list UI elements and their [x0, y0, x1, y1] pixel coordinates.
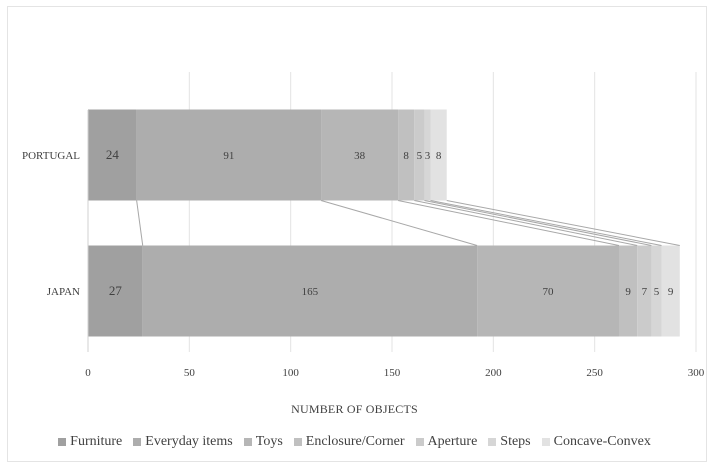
x-tick-label: 0	[85, 367, 91, 379]
y-tick-label: JAPAN	[47, 286, 80, 298]
x-tick-label: 50	[184, 367, 196, 379]
legend-label: Everyday items	[145, 434, 233, 449]
bar-segment	[88, 245, 143, 337]
series-line	[424, 200, 652, 246]
legend-label: Concave-Convex	[553, 434, 651, 449]
bar-segment	[618, 245, 638, 337]
bar-segment	[136, 109, 322, 201]
legend-label: Aperture	[427, 434, 478, 449]
bar-segment	[414, 109, 425, 201]
legend-item: Concave-Convex	[541, 434, 651, 450]
data-label: 8	[436, 150, 442, 162]
series-line	[320, 200, 478, 246]
x-tick-label: 200	[485, 367, 502, 379]
legend: Furniture Everyday items Toys Enclosure/Cor…	[0, 434, 709, 450]
bar-segment	[142, 245, 478, 337]
data-label: 91	[223, 150, 234, 162]
legend-swatch	[243, 438, 252, 446]
data-label: 7	[642, 286, 648, 298]
data-label: 24	[106, 147, 120, 162]
legend-label: Furniture	[70, 434, 123, 449]
series-line	[397, 200, 620, 246]
series-lines	[136, 200, 680, 246]
data-labels: 24 91 38 8 5 3 827 165 70 9 7 5 9	[106, 147, 674, 298]
legend-item: Enclosure/Corner	[293, 434, 405, 450]
legend-label: Toys	[255, 434, 283, 449]
legend-item: Toys	[243, 434, 283, 450]
legend-label: Enclosure/Corner	[305, 434, 405, 449]
legend-swatch	[293, 438, 302, 446]
data-label: 27	[109, 283, 123, 298]
data-label: 38	[354, 150, 366, 162]
bars	[88, 109, 680, 337]
data-label: 8	[403, 150, 409, 162]
data-label: 9	[625, 286, 631, 298]
series-line	[414, 200, 638, 246]
data-label: 9	[668, 286, 674, 298]
data-label: 5	[654, 286, 660, 298]
legend-item: Aperture	[415, 434, 478, 450]
bar-segment	[321, 109, 399, 201]
y-tick-label: PORTUGAL	[22, 150, 80, 162]
series-line	[446, 200, 680, 246]
data-label: 165	[302, 286, 319, 298]
legend-swatch	[58, 438, 67, 446]
legend-swatch	[488, 438, 497, 446]
data-label: 70	[543, 286, 555, 298]
axes: 0 50 100 150 200 250 300 PORTUGAL JAPAN	[22, 110, 705, 379]
legend-label: Steps	[500, 434, 531, 449]
data-label: 5	[417, 150, 423, 162]
series-line	[430, 200, 662, 246]
bar-segment	[637, 245, 652, 337]
x-tick-label: 100	[282, 367, 299, 379]
bar-segment	[651, 245, 662, 337]
legend-swatch	[541, 438, 550, 446]
legend-swatch	[415, 438, 424, 446]
bar-segment	[398, 109, 415, 201]
legend-item: Everyday items	[133, 434, 233, 450]
legend-item: Furniture	[58, 434, 122, 450]
x-tick-label: 150	[384, 367, 401, 379]
legend-swatch	[133, 438, 142, 446]
legend-item: Steps	[488, 434, 531, 450]
data-label: 3	[425, 150, 431, 162]
series-line	[136, 200, 144, 246]
chart-frame	[7, 6, 707, 462]
bar-segment	[477, 245, 619, 337]
bar-segment	[661, 245, 680, 337]
bar-segment	[88, 109, 137, 201]
x-axis-title: NUMBER OF OBJECTS	[291, 402, 418, 416]
bar-segment	[430, 109, 447, 201]
bar-segment	[424, 109, 431, 201]
x-tick-label: 300	[688, 367, 705, 379]
x-tick-label: 250	[586, 367, 603, 379]
